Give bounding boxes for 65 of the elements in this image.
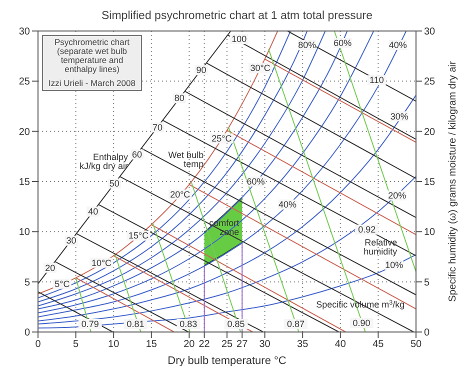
- annotation: 100: [232, 34, 247, 44]
- y-tick-label: 30: [18, 26, 30, 38]
- annotation: 20°C: [170, 190, 191, 200]
- x-axis-title: Dry bulb temperature °C: [168, 355, 286, 367]
- y2-tick-label: 10: [424, 227, 436, 238]
- x-tick-label: 35: [297, 339, 309, 350]
- y-tick-label: 20: [18, 126, 30, 138]
- x-tick-label: 22: [198, 339, 210, 350]
- x-tick-label: 5: [73, 339, 80, 350]
- x-tick-label: 45: [372, 339, 384, 350]
- y-tick-label: 25: [18, 76, 30, 88]
- y-tick-label: 10: [18, 227, 30, 238]
- annotation: 30: [66, 236, 76, 246]
- annotation: 10%: [385, 260, 404, 270]
- y2-tick-label: 30: [424, 26, 436, 38]
- annotation: 70: [152, 122, 162, 132]
- annotation: 0.79: [81, 318, 99, 329]
- y2-tick-label: 5: [424, 277, 430, 288]
- y2-tick-label: 0: [424, 328, 430, 339]
- annotation: 30°C: [250, 63, 271, 74]
- annotation: 0.85: [227, 318, 245, 329]
- annotation: 60%: [334, 38, 352, 48]
- annotation: 5°C: [54, 278, 70, 289]
- x-tick-label: 50: [410, 339, 422, 350]
- annotation: Enthalpy kJ/kg dry air: [79, 152, 128, 171]
- x-tick-label: 27: [236, 339, 248, 350]
- y-tick-label: 5: [24, 277, 30, 288]
- annotation: 20: [45, 262, 56, 273]
- y-tick-label: 15: [18, 177, 30, 188]
- y2-tick-label: 15: [424, 177, 436, 188]
- annotation: 90: [196, 65, 206, 76]
- annotation: 25°C: [212, 133, 232, 144]
- x-tick-label: 25: [221, 339, 233, 350]
- annotation: 0.92: [358, 224, 376, 235]
- annotation: 0.87: [287, 318, 305, 329]
- x-tick-label: 0: [35, 339, 42, 350]
- x-tick-label: 20: [184, 339, 196, 350]
- x-tick-label: 40: [334, 339, 346, 350]
- annotation: 80%: [298, 40, 316, 50]
- annotation: 20%: [388, 190, 406, 201]
- annotation: 60%: [246, 176, 265, 186]
- annotation: 0.90: [352, 318, 370, 328]
- annotation: 0.83: [180, 318, 198, 329]
- y2-axis-title: Specific humidity (ω) grams moisture / kilogram dry air: [448, 60, 459, 302]
- y-tick-label: 0: [24, 328, 30, 339]
- annotation: 40%: [278, 200, 296, 210]
- chart-title: Simplified psychrometric chart at 1 atm total pressure: [100, 9, 374, 24]
- annotation: 60: [132, 149, 142, 160]
- annotation: Psychrometric chart (separate wet bulb temperature and enthalpy lines): [53, 37, 131, 74]
- annotation: 15°C: [128, 230, 150, 241]
- annotation: 50: [109, 178, 120, 189]
- x-tick-label: 30: [259, 339, 271, 350]
- y2-tick-label: 25: [424, 76, 436, 88]
- annotation: 40%: [388, 40, 407, 50]
- annotation: 110: [370, 75, 384, 86]
- x-tick-label: 10: [108, 339, 120, 350]
- annotation: 40: [88, 206, 98, 217]
- annotation: Izzi Urieli - March 2008: [48, 78, 136, 88]
- annotation: 30%: [390, 111, 408, 122]
- x-tick-label: 15: [146, 339, 158, 350]
- annotation: 0.81: [126, 318, 144, 329]
- y2-tick-label: 20: [424, 126, 436, 138]
- annotation: 10°C: [91, 258, 112, 268]
- annotation: 80: [174, 93, 184, 104]
- annotation: Wet bulb temp: [168, 150, 204, 169]
